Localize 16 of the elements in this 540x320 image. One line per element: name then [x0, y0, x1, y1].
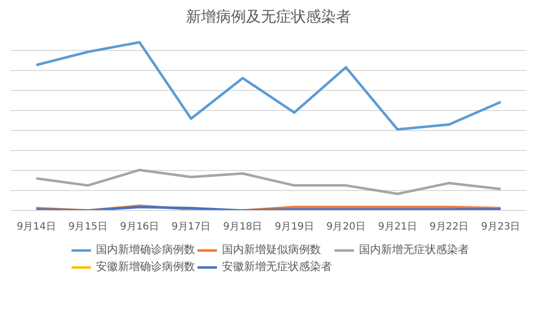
x-tick-label: 9月17日: [172, 222, 211, 232]
legend-label: 国内新增无症状感染者: [359, 242, 469, 257]
legend-label: 国内新增确诊病例数: [96, 242, 195, 257]
x-tick-label: 9月14日: [16, 222, 56, 232]
legend-label: 国内新增疑似病例数: [222, 242, 321, 257]
chart-title: 新增病例及无症状感染者: [186, 8, 351, 26]
x-tick-label: 9月18日: [223, 222, 262, 232]
legend-label: 安徽新增确诊病例数: [96, 259, 195, 274]
x-tick-label: 9月20日: [326, 222, 366, 232]
x-tick-label: 9月19日: [274, 222, 314, 232]
x-tick-label: 9月23日: [481, 222, 520, 232]
legend-label: 安徽新增无症状感染者: [222, 259, 332, 274]
x-tick-label: 9月15日: [68, 222, 108, 232]
x-tick-label: 9月16日: [120, 222, 160, 232]
x-tick-label: 9月21日: [378, 222, 418, 232]
x-tick-label: 9月22日: [430, 222, 469, 232]
